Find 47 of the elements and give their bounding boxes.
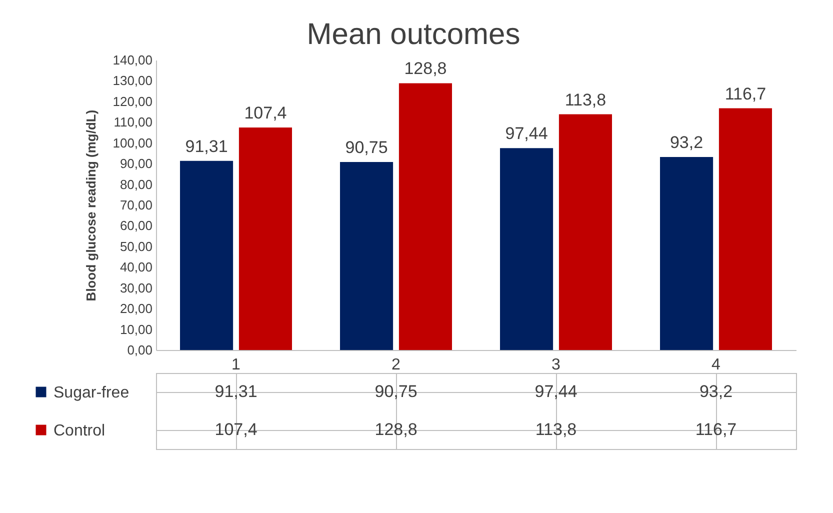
text: 93,2: [670, 132, 704, 152]
y-tick-label: 40,00: [120, 260, 152, 275]
data-label: 97,44: [534, 382, 578, 401]
x-tick-label: 4: [712, 356, 721, 374]
bar: [180, 160, 234, 350]
legend-label: Control: [54, 422, 106, 440]
y-tick-label: 140,00: [112, 52, 152, 68]
legend-label: Sugar-free: [54, 384, 130, 402]
text: 90,75: [345, 138, 388, 158]
data-label: 113,8: [535, 420, 577, 439]
data-label: 128,8: [374, 420, 418, 439]
y-tick-label: 90,00: [120, 156, 152, 172]
data-label: 116,7: [695, 420, 737, 439]
bar: [558, 114, 612, 350]
data-label: 107,4: [214, 420, 258, 439]
y-tick-label: 50,00: [120, 238, 152, 254]
text: 97,44: [505, 124, 548, 144]
bar: [660, 156, 714, 350]
y-tick-label: 0,00: [127, 342, 152, 358]
text: 116,7: [724, 84, 766, 104]
y-tick-label: 60,00: [120, 218, 152, 234]
bar: [718, 108, 772, 350]
bar: [398, 83, 452, 350]
bar: [238, 128, 292, 350]
x-tick-label: 2: [392, 356, 401, 374]
bar: [500, 148, 554, 350]
text: 113,8: [564, 90, 606, 110]
y-tick-label: 70,00: [120, 198, 152, 212]
data-label: 93,2: [699, 382, 733, 401]
y-tick-label: 100,00: [112, 135, 152, 150]
text: 91,31: [185, 136, 228, 156]
data-label: 91,31: [214, 382, 258, 401]
y-axis-title: Blood glucose reading (mg/dL): [84, 110, 98, 302]
y-tick-label: 30,00: [120, 280, 152, 296]
text: 107,4: [244, 104, 287, 123]
y-tick-label: 80,00: [120, 176, 152, 192]
y-tick-label: 20,00: [120, 301, 152, 316]
x-tick-label: 3: [552, 356, 561, 374]
data-label: 90,75: [374, 382, 418, 401]
y-tick-label: 120,00: [112, 94, 152, 109]
y-tick-label: 10,00: [120, 322, 152, 337]
chart-title: Mean outcomes: [306, 18, 520, 51]
y-tick-label: 130,00: [112, 73, 152, 88]
text: 128,8: [404, 59, 447, 78]
y-tick-label: 110,00: [114, 114, 152, 130]
x-tick-label: 1: [232, 356, 241, 374]
bar: [340, 162, 394, 350]
